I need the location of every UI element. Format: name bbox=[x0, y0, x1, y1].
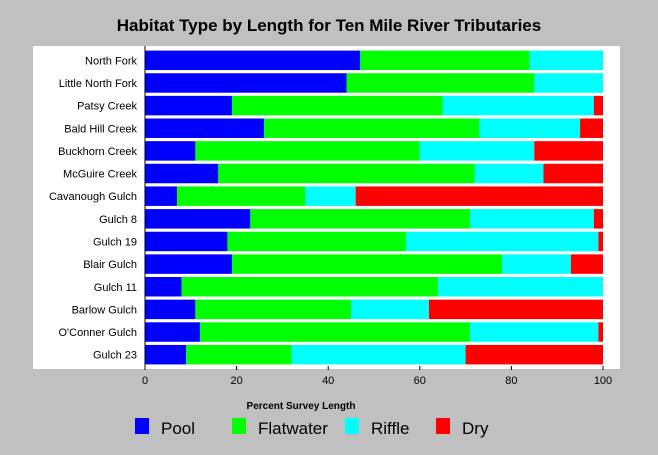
bar-dry-5 bbox=[543, 163, 603, 184]
bar-riffle-12 bbox=[470, 322, 599, 342]
category-label: Buckhorn Creek bbox=[58, 146, 137, 158]
x-tick-label: 80 bbox=[505, 375, 517, 387]
bar-flatwater-12 bbox=[199, 322, 471, 342]
bar-pool-5 bbox=[145, 163, 219, 184]
x-tick-label: 60 bbox=[414, 375, 426, 387]
bar-dry-11 bbox=[428, 299, 603, 320]
bar-flatwater-2 bbox=[232, 95, 443, 116]
bar-dry-13 bbox=[465, 344, 603, 365]
bar-pool-3 bbox=[145, 118, 265, 138]
bar-pool-6 bbox=[145, 186, 178, 206]
bar-pool-0 bbox=[145, 50, 361, 71]
legend-swatch-flatwater bbox=[232, 418, 246, 434]
bar-flatwater-13 bbox=[186, 344, 292, 365]
bar-dry-9 bbox=[570, 254, 603, 274]
category-label: Barlow Gulch bbox=[72, 304, 137, 316]
bar-dry-4 bbox=[534, 141, 603, 161]
category-label: Gulch 11 bbox=[94, 282, 137, 294]
legend-swatch-dry bbox=[436, 418, 450, 434]
x-tick-label: 100 bbox=[594, 375, 612, 387]
bar-flatwater-6 bbox=[177, 186, 306, 206]
bar-dry-6 bbox=[355, 186, 603, 206]
bar-riffle-13 bbox=[291, 344, 466, 365]
bar-riffle-9 bbox=[502, 254, 571, 274]
category-label: Patsy Creek bbox=[77, 101, 137, 113]
bar-dry-7 bbox=[593, 209, 603, 229]
category-labels: North Fork Little North Fork Patsy Creek Ba… bbox=[49, 55, 138, 361]
bar-flatwater-0 bbox=[360, 50, 530, 71]
category-label: O'Conner Gulch bbox=[58, 327, 137, 339]
x-axis-ticks: 0 20 40 60 80 100 bbox=[142, 366, 612, 387]
x-tick-label: 20 bbox=[230, 375, 242, 387]
bar-riffle-3 bbox=[479, 118, 581, 138]
chart-title: Habitat Type by Length for Ten Mile Rive… bbox=[117, 16, 541, 35]
bar-pool-1 bbox=[145, 73, 347, 93]
bar-riffle-8 bbox=[406, 231, 599, 252]
bar-flatwater-7 bbox=[250, 209, 471, 229]
bar-flatwater-1 bbox=[346, 73, 535, 93]
bar-riffle-6 bbox=[305, 186, 356, 206]
bar-pool-2 bbox=[145, 95, 233, 116]
bar-flatwater-10 bbox=[181, 277, 439, 297]
bar-pool-4 bbox=[145, 141, 196, 161]
category-label: North Fork bbox=[85, 55, 137, 67]
bar-dry-3 bbox=[580, 118, 603, 138]
bar-riffle-2 bbox=[442, 95, 594, 116]
bar-pool-12 bbox=[145, 322, 200, 342]
legend-swatch-riffle bbox=[345, 418, 359, 434]
legend-label-flatwater: Flatwater bbox=[258, 419, 328, 438]
bar-dry-8 bbox=[598, 231, 603, 252]
bar-pool-11 bbox=[145, 299, 196, 320]
bar-flatwater-8 bbox=[227, 231, 407, 252]
category-label: Bald Hill Creek bbox=[64, 123, 137, 135]
bar-flatwater-4 bbox=[195, 141, 420, 161]
bar-pool-9 bbox=[145, 254, 233, 274]
legend-label-riffle: Riffle bbox=[371, 419, 409, 438]
bar-flatwater-5 bbox=[218, 163, 475, 184]
bar-pool-8 bbox=[145, 231, 228, 252]
bars-group bbox=[145, 50, 603, 365]
bar-flatwater-11 bbox=[195, 299, 352, 320]
category-label: Gulch 19 bbox=[93, 236, 137, 248]
bar-riffle-4 bbox=[419, 141, 535, 161]
bar-riffle-5 bbox=[474, 163, 544, 184]
bar-flatwater-9 bbox=[232, 254, 503, 274]
category-label: McGuire Creek bbox=[63, 169, 137, 181]
bar-riffle-11 bbox=[351, 299, 429, 320]
bar-flatwater-3 bbox=[264, 118, 480, 138]
category-label: Gulch 23 bbox=[93, 350, 137, 362]
category-label: Cavanough Gulch bbox=[49, 191, 137, 203]
legend-label-dry: Dry bbox=[462, 419, 489, 438]
x-axis-label: Percent Survey Length bbox=[247, 401, 356, 412]
x-tick-label: 0 bbox=[142, 375, 148, 387]
legend-label-pool: Pool bbox=[161, 419, 195, 438]
plot-area bbox=[33, 46, 620, 369]
x-tick-label: 40 bbox=[322, 375, 334, 387]
bar-dry-2 bbox=[593, 95, 603, 116]
bar-riffle-7 bbox=[470, 209, 594, 229]
category-label: Gulch 8 bbox=[99, 214, 137, 226]
bar-riffle-1 bbox=[534, 73, 603, 93]
legend-swatch-pool bbox=[135, 418, 149, 434]
bar-riffle-10 bbox=[438, 277, 603, 297]
bar-dry-12 bbox=[598, 322, 603, 342]
category-label: Blair Gulch bbox=[83, 259, 137, 271]
bar-pool-7 bbox=[145, 209, 251, 229]
bar-pool-10 bbox=[145, 277, 182, 297]
bar-riffle-0 bbox=[529, 50, 603, 71]
bar-pool-13 bbox=[145, 344, 187, 365]
category-label: Little North Fork bbox=[59, 78, 138, 90]
legend: Pool Flatwater Riffle Dry bbox=[135, 418, 489, 438]
